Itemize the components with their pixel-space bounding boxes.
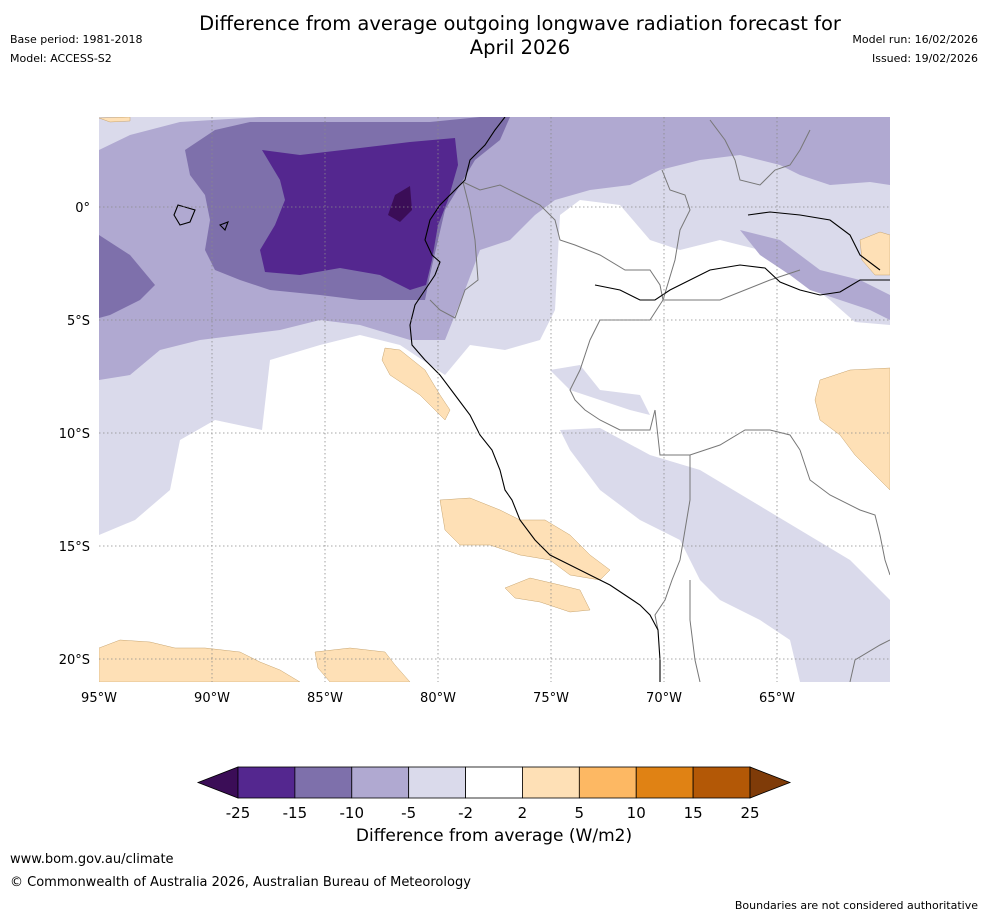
colorbar-swatch <box>578 766 637 799</box>
colorbar-tick-label: -10 <box>340 804 365 822</box>
colorbar-swatch <box>465 766 523 799</box>
lon-label: 85°W <box>307 691 343 706</box>
colorbar-tick-label: 15 <box>684 804 703 822</box>
lon-label: 75°W <box>533 691 569 706</box>
colorbar-swatch <box>635 766 694 799</box>
colorbar-tick-label: 2 <box>518 804 528 822</box>
issued-date: Issued: 19/02/2026 <box>871 52 978 65</box>
lat-label: 5°S <box>67 314 90 329</box>
anomaly-region-light-lavender-2 <box>560 428 890 682</box>
lon-label: 70°W <box>646 691 682 706</box>
anomaly-region-purple <box>260 138 458 290</box>
country-borders <box>429 119 890 682</box>
colorbar-swatch <box>408 766 466 799</box>
lat-label: 0° <box>75 201 90 216</box>
colorbar-swatch <box>294 766 353 799</box>
colorbar-swatch <box>351 766 410 799</box>
coastline <box>173 117 890 682</box>
meta-left: Base period: 1981-2018 Model: ACCESS-S2 <box>10 30 142 68</box>
anomaly-regions-light-orange <box>99 117 890 682</box>
anomaly-region-deep-purple <box>388 186 412 222</box>
colorbar-arrow-high <box>749 766 792 799</box>
lon-label: 95°W <box>81 691 117 706</box>
anomaly-region-medium-lavender-2 <box>740 230 890 320</box>
meta-right: Model run: 16/02/2026 Issued: 19/02/2026 <box>852 30 978 68</box>
lat-label: 15°S <box>59 540 90 555</box>
colorbar-tick-label: -15 <box>283 804 308 822</box>
model-run: Model run: 16/02/2026 <box>852 33 978 46</box>
lon-label: 90°W <box>194 691 230 706</box>
footer-note: Boundaries are not considered authoritat… <box>734 899 978 912</box>
map-title-line1: Difference from average outgoing longwav… <box>199 12 841 35</box>
lon-label: 65°W <box>759 691 795 706</box>
colorbar: -25 -15 -10 -5 -2 2 5 10 15 25 <box>196 766 792 822</box>
lat-label: 20°S <box>59 653 90 668</box>
colorbar-tick-label: 5 <box>575 804 585 822</box>
colorbar-arrow-low <box>196 766 239 799</box>
footer-url: www.bom.gov.au/climate <box>10 852 174 867</box>
colorbar-tick-label: -25 <box>226 804 251 822</box>
map-title-line2: April 2026 <box>469 36 571 59</box>
colorbar-swatch <box>522 766 580 799</box>
model-name: Model: ACCESS-S2 <box>10 52 112 65</box>
map-title: Difference from average outgoing longwav… <box>150 12 890 60</box>
colorbar-tick-label: -2 <box>458 804 473 822</box>
colorbar-tick-label: 10 <box>627 804 646 822</box>
longitude-labels: 95°W 90°W 85°W 80°W 75°W 70°W 65°W <box>81 691 795 706</box>
anomaly-region-light-lavender-3 <box>550 365 650 415</box>
colorbar-tick-label: -5 <box>401 804 416 822</box>
anomaly-region-dark-lavender-west <box>99 235 155 318</box>
footer-copyright: © Commonwealth of Australia 2026, Austra… <box>10 875 471 890</box>
latitude-labels: 0° 5°S 10°S 15°S 20°S <box>59 201 90 668</box>
lat-label: 10°S <box>59 427 90 442</box>
colorbar-tick-label: 25 <box>740 804 759 822</box>
base-period: Base period: 1981-2018 <box>10 33 143 46</box>
colorbar-title: Difference from average (W/m2) <box>355 826 633 846</box>
lon-label: 80°W <box>420 691 456 706</box>
map-frame <box>99 117 890 682</box>
colorbar-swatch <box>237 766 296 799</box>
colorbar-swatch <box>692 766 751 799</box>
